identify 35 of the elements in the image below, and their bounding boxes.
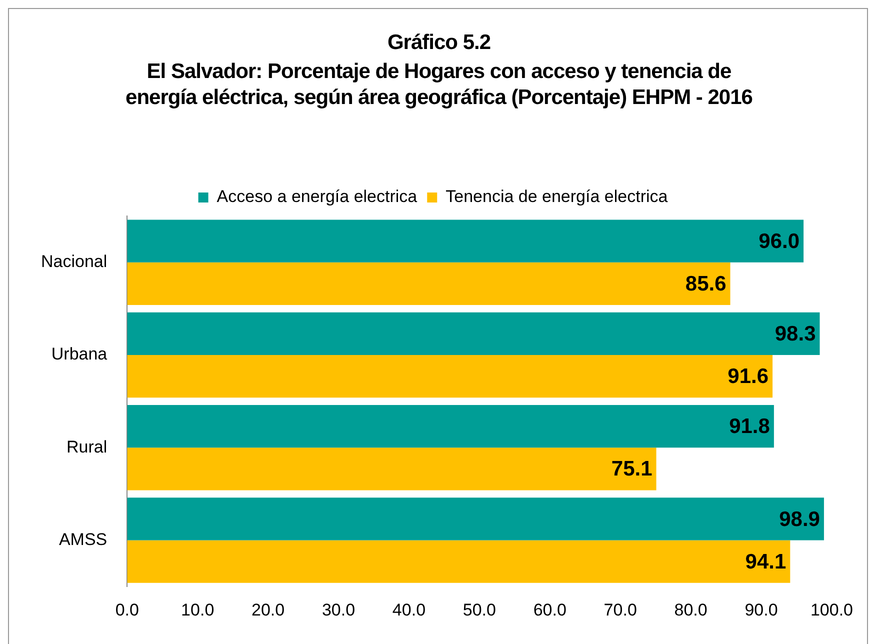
- data-label: 75.1: [611, 458, 653, 481]
- x-tick-label: 60.0: [533, 600, 566, 620]
- data-label: 98.3: [774, 322, 816, 346]
- x-tick-label: 40.0: [392, 600, 426, 620]
- x-tick-label: 0.0: [115, 600, 139, 620]
- bar: [127, 498, 824, 540]
- x-tick-label: 30.0: [322, 600, 356, 620]
- bar: [127, 405, 774, 448]
- data-label: 98.9: [779, 508, 820, 531]
- x-tick-label: 20.0: [252, 600, 285, 620]
- data-label: 91.8: [729, 415, 770, 438]
- legend-label: Acceso a energía electrica: [216, 187, 418, 206]
- y-tick-label: Rural: [66, 437, 108, 456]
- y-tick-label: AMSS: [58, 530, 108, 549]
- bar: [127, 262, 730, 305]
- legend-label: Tenencia de energía electrica: [446, 187, 668, 206]
- data-label: 85.6: [685, 272, 726, 296]
- bar: [127, 220, 804, 262]
- x-tick-label: 80.0: [674, 600, 708, 620]
- chart-subtitle: El Salvador: Porcentaje de Hogares con acceso y tenencia de energía eléctrica, según área geográfica (Porcentaje) EHPM - 2016: [124, 59, 754, 111]
- y-tick-label: Nacional: [40, 252, 108, 272]
- data-label: 94.1: [745, 550, 786, 574]
- bar: [127, 354, 773, 398]
- x-tick-label: 90.0: [744, 600, 778, 620]
- chart-title: Gráfico 5.2: [386, 31, 492, 55]
- y-tick-label: Urbana: [51, 344, 108, 364]
- x-tick-label: 70.0: [604, 600, 637, 620]
- x-tick-label: 50.0: [462, 600, 496, 620]
- bar: [127, 448, 656, 490]
- bar: [127, 540, 790, 583]
- x-tick-label: 100.0: [810, 600, 854, 620]
- bar: [127, 312, 820, 355]
- x-tick-label: 10.0: [181, 600, 214, 620]
- data-label: 91.6: [728, 365, 769, 388]
- data-label: 96.0: [758, 230, 800, 253]
